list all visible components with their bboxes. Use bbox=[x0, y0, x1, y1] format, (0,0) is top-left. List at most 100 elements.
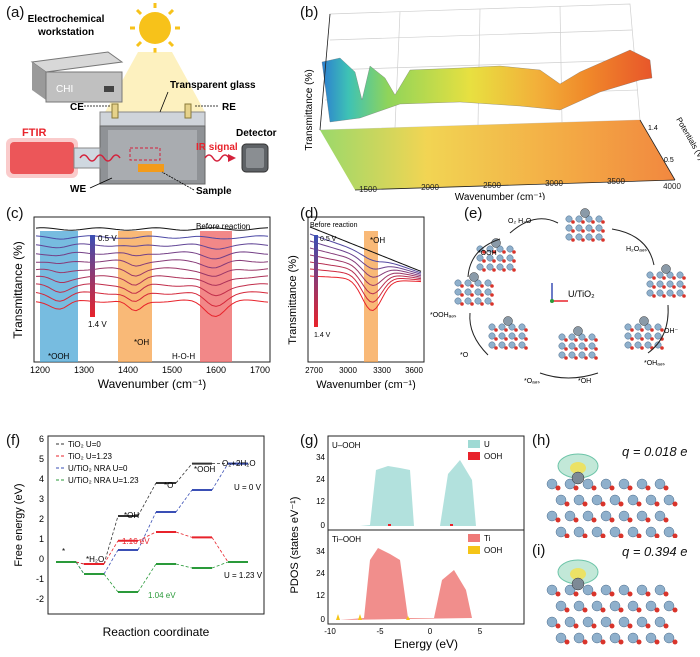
workstation-box bbox=[30, 51, 124, 103]
svg-text:5: 5 bbox=[39, 454, 44, 464]
o-atom bbox=[591, 238, 595, 242]
ti-atom bbox=[645, 526, 657, 538]
o-atom bbox=[480, 293, 484, 297]
o-atom bbox=[574, 338, 578, 342]
o-atom bbox=[470, 302, 474, 306]
c-ylabel: Transmittance (%) bbox=[11, 241, 25, 339]
surface-floor bbox=[320, 120, 675, 190]
b-ztick-2: 0.5 bbox=[664, 157, 674, 164]
ti-atom bbox=[564, 616, 576, 628]
g-legend-bottom: Ti OOH bbox=[468, 534, 502, 555]
ti-atom bbox=[564, 478, 576, 490]
o-atom bbox=[482, 259, 486, 263]
o-atom bbox=[564, 607, 570, 613]
o-atom bbox=[627, 517, 633, 523]
ti-atom bbox=[464, 297, 472, 305]
f-connector bbox=[175, 463, 193, 484]
ti-atom bbox=[476, 263, 484, 271]
o-atom bbox=[573, 591, 579, 597]
svg-text:3: 3 bbox=[39, 494, 44, 504]
pdos-ooh-top bbox=[388, 524, 453, 526]
f-state-labels: * *H₂O *OH *O *OOH O₂+2H₂O bbox=[62, 459, 256, 564]
ti-atom bbox=[663, 494, 675, 506]
o-atom bbox=[654, 533, 660, 538]
o-atom bbox=[555, 623, 561, 629]
d-oh: *OH bbox=[370, 236, 385, 245]
c-spectrum-line bbox=[35, 267, 269, 277]
ti-atom bbox=[618, 510, 630, 522]
o-atom bbox=[460, 284, 464, 288]
svg-text:3600: 3600 bbox=[405, 366, 423, 375]
o-atom bbox=[672, 607, 678, 613]
ti-atom bbox=[646, 280, 654, 288]
f-energy-levels bbox=[56, 462, 248, 593]
e-ooh: *OOH bbox=[478, 250, 497, 257]
o-atom bbox=[663, 623, 669, 629]
b-ylabel: Transmittance (%) bbox=[304, 69, 315, 150]
o-atom bbox=[581, 229, 585, 233]
chi-label: CHI bbox=[56, 84, 73, 95]
ti-atom bbox=[676, 280, 684, 288]
sample-label: Sample bbox=[196, 186, 232, 197]
o-atom bbox=[591, 623, 597, 629]
svg-text:4: 4 bbox=[39, 474, 44, 484]
ftir-spectra-low: 0.5 V 1.4 V Before reaction *OOH *OH H-O… bbox=[11, 216, 271, 391]
c-spectrum-line bbox=[35, 299, 269, 318]
o-atom bbox=[663, 591, 669, 597]
ti-atom bbox=[565, 224, 573, 232]
c-spectrum-line bbox=[35, 251, 269, 260]
o-atom bbox=[502, 259, 506, 263]
o-atom bbox=[591, 220, 595, 224]
d-potential-bar bbox=[314, 235, 318, 327]
svg-text:-10: -10 bbox=[324, 627, 336, 636]
svg-text:1400: 1400 bbox=[118, 365, 138, 375]
ti-atom bbox=[634, 323, 642, 331]
ti-atom bbox=[676, 289, 684, 297]
o-atom bbox=[492, 259, 496, 263]
ti-atom bbox=[578, 342, 586, 350]
o-atom bbox=[672, 285, 676, 289]
o-atom bbox=[618, 501, 624, 507]
svg-text:3000: 3000 bbox=[339, 366, 357, 375]
ti-atom bbox=[656, 280, 664, 288]
ti-atom bbox=[585, 233, 593, 241]
ti-atom bbox=[600, 478, 612, 490]
svg-text:-5: -5 bbox=[376, 627, 384, 636]
ti-atom bbox=[588, 342, 596, 350]
ti-atom bbox=[558, 342, 566, 350]
ti-atom bbox=[484, 288, 492, 296]
panel-e: (e) U/TiO₂ O₂ H₂O H₂Oₐₔₛ *OOH *OOHₐₔₛ *O… bbox=[430, 205, 700, 390]
ir-wave-out bbox=[204, 154, 230, 162]
h-structure bbox=[546, 453, 678, 538]
ti-atom bbox=[645, 494, 657, 506]
o-atom bbox=[600, 639, 606, 645]
svg-text:0: 0 bbox=[428, 627, 433, 636]
o-atom bbox=[600, 501, 606, 507]
ti-atom bbox=[618, 478, 630, 490]
ti-atom bbox=[627, 600, 639, 612]
u-atom bbox=[491, 238, 501, 248]
svg-text:4000: 4000 bbox=[663, 182, 681, 191]
g-yticks: 34 24 12 0 34 24 12 0 bbox=[316, 453, 325, 624]
svg-text:1300: 1300 bbox=[74, 365, 94, 375]
o-atom bbox=[652, 294, 656, 298]
o-atom bbox=[609, 517, 615, 523]
f-connector bbox=[137, 482, 157, 517]
setup-schematic: CHI Electrochemical workstation Transpar… bbox=[6, 3, 277, 197]
o-atom bbox=[564, 639, 570, 645]
o-atom bbox=[682, 276, 686, 280]
ti-atom bbox=[636, 616, 648, 628]
u-atom bbox=[571, 471, 585, 485]
ti-atom bbox=[575, 224, 583, 232]
o-atom bbox=[490, 293, 494, 297]
e-oh: *OH bbox=[578, 378, 591, 385]
pdos-ti bbox=[340, 548, 472, 620]
o-atom bbox=[502, 250, 506, 254]
o-atom bbox=[663, 485, 669, 491]
ti-atom bbox=[568, 351, 576, 359]
d-spectrum-line bbox=[309, 261, 422, 295]
d-bottom-v: 1.4 V bbox=[314, 332, 331, 339]
f-connector bbox=[211, 561, 229, 569]
ti-atom bbox=[627, 632, 639, 644]
o-atom bbox=[470, 284, 474, 288]
